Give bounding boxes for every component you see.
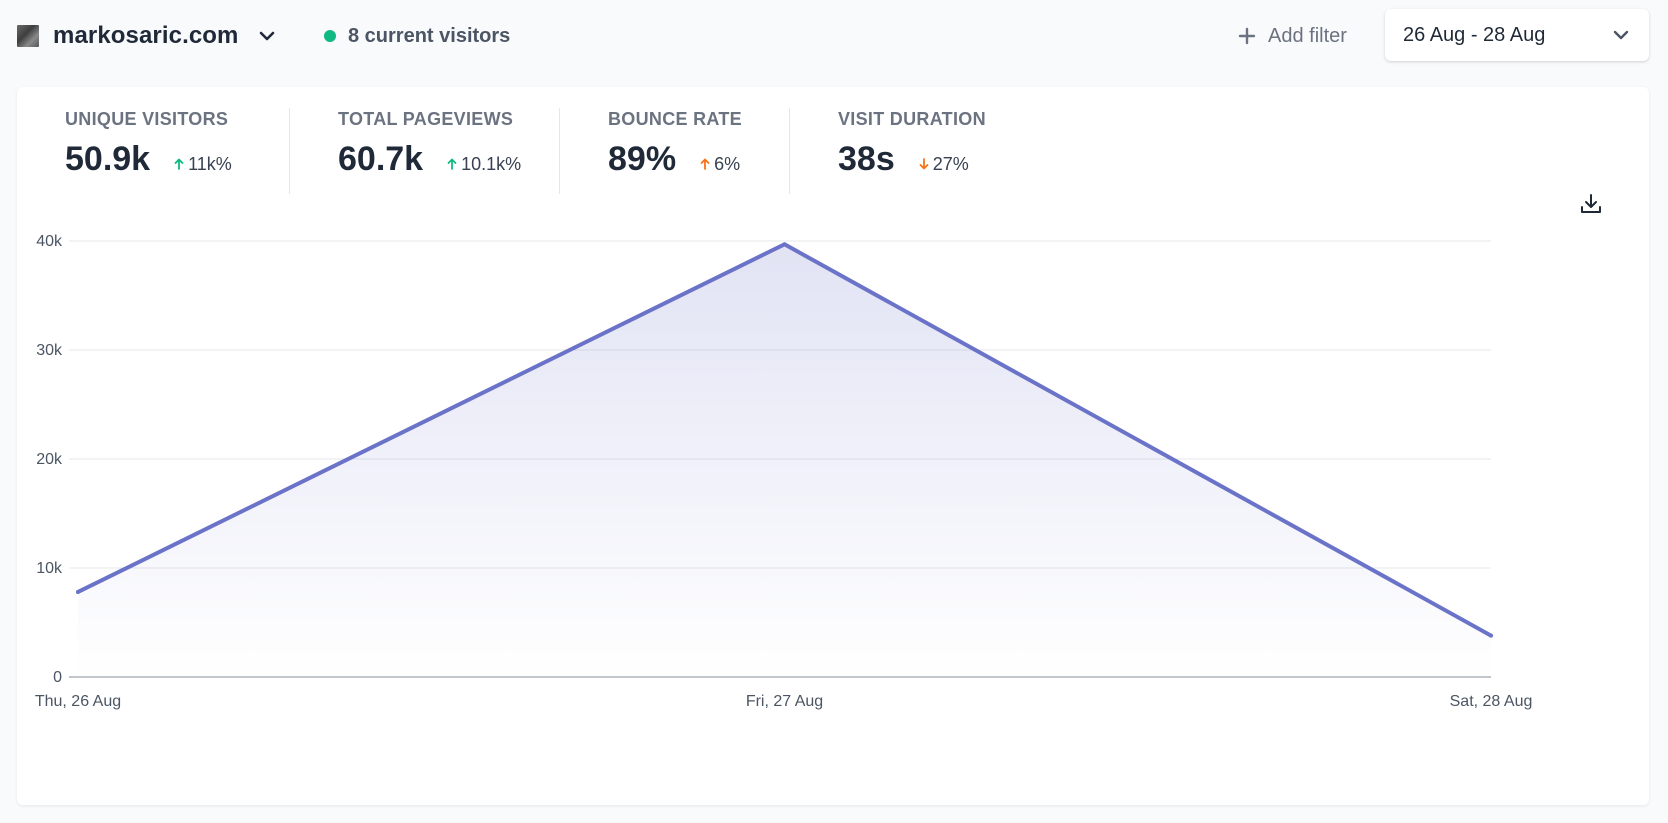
- data-point[interactable]: [1489, 633, 1493, 638]
- date-range-label: 26 Aug - 28 Aug: [1403, 23, 1546, 46]
- date-range-picker[interactable]: 26 Aug - 28 Aug: [1385, 9, 1649, 61]
- arrow-up-icon: [174, 158, 184, 170]
- chevron-down-icon: [1611, 25, 1631, 45]
- stat-change-value: 6%: [714, 153, 741, 174]
- chevron-down-icon: [257, 26, 277, 46]
- stat-change-value: 10.1k%: [461, 153, 522, 174]
- top-bar: markosaric.com 8 current visitors Add fi…: [0, 0, 1668, 74]
- y-axis: 0 10k 20k 30k 40k: [36, 233, 63, 686]
- site-switcher[interactable]: markosaric.com: [17, 20, 277, 52]
- live-dot-icon: [324, 30, 336, 42]
- current-visitors-label: 8 current visitors: [348, 24, 511, 47]
- stat-value: 38s: [838, 140, 895, 178]
- arrow-up-icon: [700, 158, 710, 170]
- download-icon[interactable]: [1578, 191, 1604, 217]
- stat-change: 27%: [919, 154, 969, 175]
- stat-bounce-rate[interactable]: BOUNCE RATE 89% 6%: [559, 108, 789, 194]
- stat-label: VISIT DURATION: [838, 109, 986, 129]
- x-tick-label: Fri, 27 Aug: [746, 693, 823, 710]
- y-tick-label: 20k: [36, 451, 63, 468]
- y-tick-label: 0: [53, 669, 62, 686]
- data-point[interactable]: [782, 242, 787, 247]
- plus-icon: [1238, 27, 1256, 45]
- stat-change: 6%: [700, 154, 740, 175]
- stat-total-pageviews[interactable]: TOTAL PAGEVIEWS 60.7k 10.1k%: [289, 108, 559, 194]
- arrow-up-icon: [447, 158, 457, 170]
- x-tick-label: Thu, 26 Aug: [35, 693, 121, 710]
- stat-label: UNIQUE VISITORS: [65, 109, 229, 129]
- stat-visit-duration[interactable]: VISIT DURATION 38s 27%: [789, 108, 1019, 194]
- series-area: [78, 244, 1491, 677]
- y-tick-label: 30k: [36, 342, 63, 359]
- stat-unique-visitors[interactable]: UNIQUE VISITORS 50.9k 11k%: [17, 108, 289, 194]
- main-graph-card: UNIQUE VISITORS 50.9k 11k% TOTAL PAGEVIE…: [17, 87, 1649, 805]
- stat-change: 11k%: [174, 154, 232, 175]
- series-points: [76, 242, 1493, 638]
- x-tick-label: Sat, 28 Aug: [1450, 693, 1533, 710]
- stat-label: BOUNCE RATE: [608, 109, 742, 129]
- stat-value: 50.9k: [65, 140, 151, 178]
- stat-change: 10.1k%: [447, 154, 521, 175]
- visitors-chart[interactable]: 0 10k 20k 30k 40k Thu, 26 Aug Fri, 27 Aug Sat,…: [17, 87, 1649, 805]
- data-point[interactable]: [76, 589, 80, 594]
- stat-value: 89%: [608, 140, 677, 178]
- add-filter-label: Add filter: [1268, 24, 1347, 47]
- x-axis: Thu, 26 Aug Fri, 27 Aug Sat, 28 Aug: [35, 693, 1533, 710]
- y-tick-label: 10k: [36, 560, 63, 577]
- stat-value: 60.7k: [338, 140, 424, 178]
- arrow-down-icon: [919, 158, 929, 170]
- top-stats: UNIQUE VISITORS 50.9k 11k% TOTAL PAGEVIE…: [17, 87, 1019, 197]
- favicon-icon: [17, 25, 39, 47]
- stat-change-value: 11k%: [188, 153, 232, 174]
- stat-label: TOTAL PAGEVIEWS: [338, 109, 514, 129]
- current-visitors-link[interactable]: 8 current visitors: [324, 22, 510, 50]
- site-name: markosaric.com: [53, 22, 239, 49]
- add-filter-button[interactable]: Add filter: [1238, 22, 1347, 50]
- stat-change-value: 27%: [932, 153, 969, 174]
- y-tick-label: 40k: [36, 233, 63, 250]
